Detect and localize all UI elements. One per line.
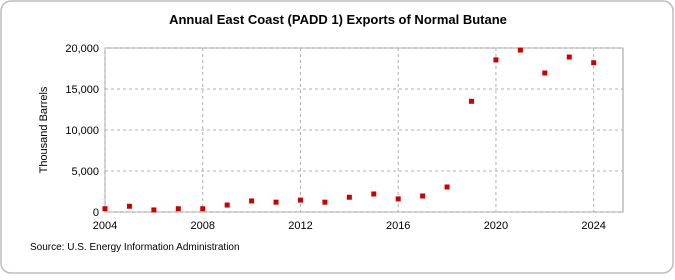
data-point xyxy=(126,203,132,209)
y-tick-label: 5,000 xyxy=(71,166,99,178)
data-point xyxy=(542,70,548,76)
data-point xyxy=(249,198,255,204)
y-axis-label: Thousand Barrels xyxy=(38,86,50,173)
data-point xyxy=(224,202,230,208)
data-point xyxy=(151,207,157,213)
data-point xyxy=(420,193,426,199)
data-point xyxy=(444,184,450,190)
data-point xyxy=(371,191,377,197)
data-point xyxy=(395,196,401,202)
x-tick-label: 2020 xyxy=(484,220,508,232)
data-point xyxy=(566,54,572,60)
x-tick-label: 2016 xyxy=(386,220,410,232)
data-point xyxy=(591,60,597,66)
y-tick-label: 0 xyxy=(93,207,99,219)
y-tick-label: 10,000 xyxy=(65,125,99,137)
data-point xyxy=(297,197,303,203)
data-point xyxy=(469,98,475,104)
y-tick-label: 20,000 xyxy=(65,43,99,55)
x-tick-label: 2004 xyxy=(93,220,117,232)
data-point xyxy=(102,206,108,212)
chart-title: Annual East Coast (PADD 1) Exports of No… xyxy=(169,12,507,27)
data-point xyxy=(346,194,352,200)
data-point xyxy=(273,199,279,205)
x-tick-label: 2008 xyxy=(190,220,214,232)
data-point xyxy=(322,199,328,205)
y-tick-label: 15,000 xyxy=(65,84,99,96)
data-point xyxy=(200,206,206,212)
x-tick-label: 2012 xyxy=(288,220,312,232)
x-tick-label: 2024 xyxy=(581,220,605,232)
data-point xyxy=(493,57,499,63)
data-point xyxy=(175,206,181,212)
data-point xyxy=(517,47,523,53)
source-note: Source: U.S. Energy Information Administ… xyxy=(30,242,240,253)
